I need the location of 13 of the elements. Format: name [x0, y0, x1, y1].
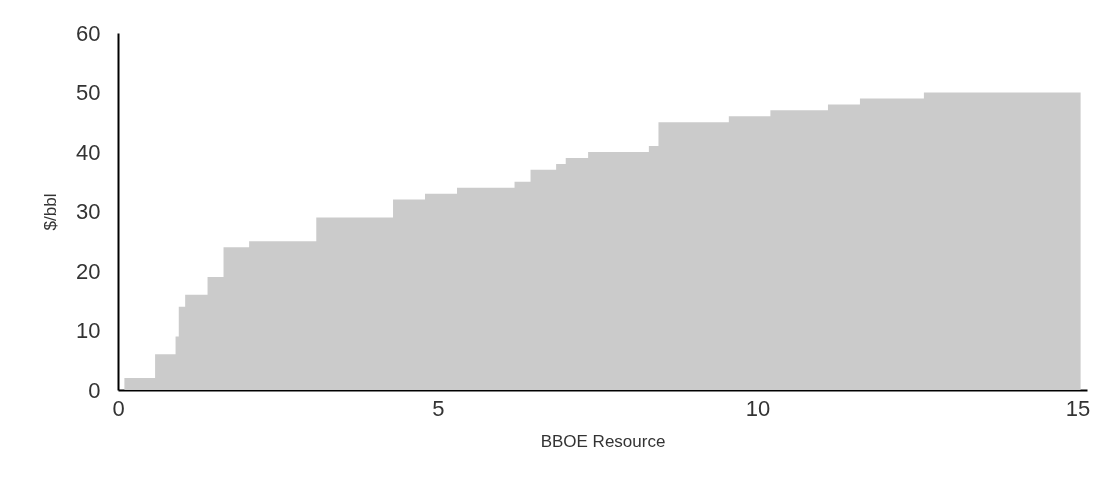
x-tick-label: 15: [1065, 395, 1091, 421]
y-axis-title: $/bbl: [41, 193, 61, 231]
x-tick-label: 0: [112, 395, 125, 421]
y-tick-label: 30: [76, 199, 101, 224]
y-tick-label: 20: [76, 258, 101, 284]
y-tick-label: 10: [76, 318, 101, 343]
y-tick-label: 0: [88, 377, 101, 403]
y-tick-label: 60: [76, 20, 101, 46]
x-tick-label: 10: [745, 395, 771, 421]
x-axis-title: BBOE Resource: [540, 431, 666, 451]
x-tick-label: 5: [432, 395, 445, 421]
y-tick-label: 40: [76, 139, 101, 165]
y-tick-label: 50: [76, 80, 101, 105]
